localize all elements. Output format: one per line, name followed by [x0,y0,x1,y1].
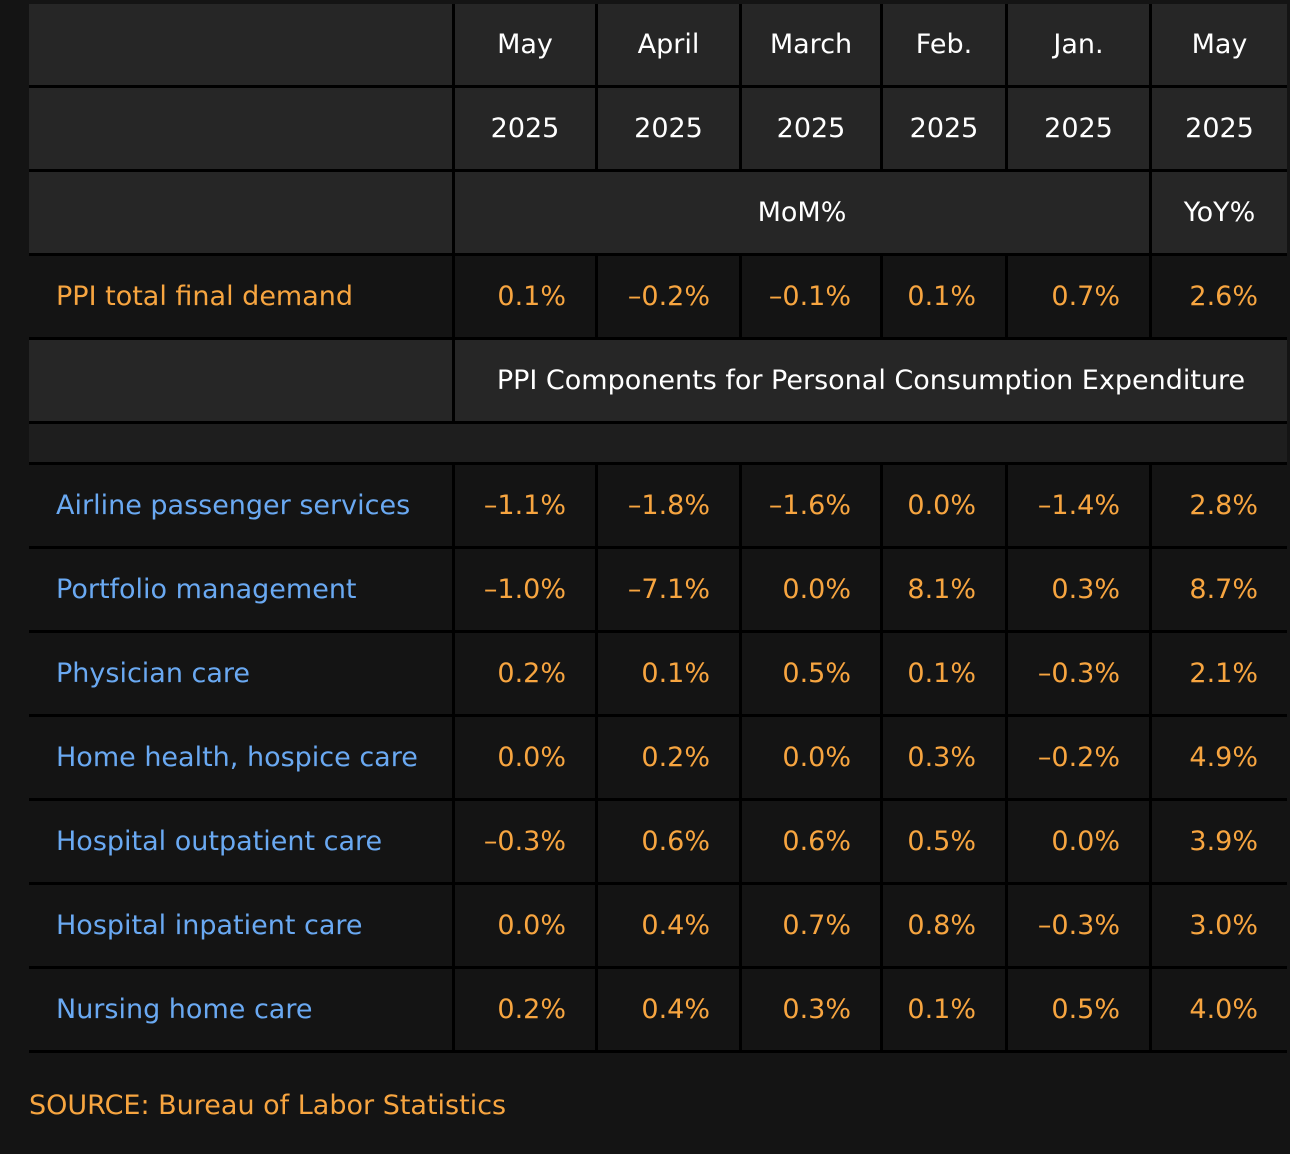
mom-label: MoM% [452,172,1149,253]
header-month: May [1149,4,1287,85]
row-label: Home health, hospice care [29,717,452,798]
value-cell: 0.3% [1005,549,1149,630]
value-cell: 2.8% [1149,465,1287,546]
header-month: March [739,4,880,85]
value-cell: 2.1% [1149,633,1287,714]
header-month: Feb. [880,4,1005,85]
value-cell: 3.9% [1149,801,1287,882]
value-cell: 0.3% [880,717,1005,798]
value-cell: 3.0% [1149,885,1287,966]
header-month: Jan. [1005,4,1149,85]
header-year: 2025 [452,88,595,169]
row-label: Physician care [29,633,452,714]
value-cell: 0.7% [1005,256,1149,337]
spacer-row [29,424,1287,465]
value-cell: 0.0% [739,717,880,798]
components-band: PPI Components for Personal Consumption … [29,340,1287,424]
value-cell: 0.6% [739,801,880,882]
value-cell: 0.5% [880,801,1005,882]
value-cell: –1.4% [1005,465,1149,546]
table-row: Hospital outpatient care –0.3% 0.6% 0.6% 0.5… [29,801,1287,885]
yoy-label: YoY% [1149,172,1287,253]
row-label: PPI total final demand [29,256,452,337]
row-label: Airline passenger services [29,465,452,546]
header-year: 2025 [595,88,739,169]
value-cell: –0.2% [1005,717,1149,798]
value-cell: 2.6% [1149,256,1287,337]
value-cell: –0.3% [452,801,595,882]
value-cell: 0.2% [452,633,595,714]
value-cell: –0.2% [595,256,739,337]
row-label: Portfolio management [29,549,452,630]
value-cell: 8.7% [1149,549,1287,630]
header-year: 2025 [1005,88,1149,169]
source-note: SOURCE: Bureau of Labor Statistics [29,1090,507,1121]
header-year: 2025 [739,88,880,169]
value-cell: 0.4% [595,885,739,966]
value-cell: 0.0% [739,549,880,630]
table-row: Home health, hospice care 0.0% 0.2% 0.0% 0.3… [29,717,1287,801]
table-row: Airline passenger services –1.1% –1.8% –1.6… [29,465,1287,549]
value-cell: 0.8% [880,885,1005,966]
header-corner [29,88,452,169]
value-cell: 0.0% [1005,801,1149,882]
band-corner [29,340,452,421]
table-row: Portfolio management –1.0% –7.1% 0.0% 8.1% 0.… [29,549,1287,633]
value-cell: 0.5% [739,633,880,714]
total-row: PPI total final demand 0.1% –0.2% –0.1% … [29,256,1287,340]
row-label: Hospital outpatient care [29,801,452,882]
value-cell: –0.3% [1005,633,1149,714]
value-cell: 0.3% [739,969,880,1050]
value-cell: 0.0% [452,717,595,798]
value-cell: –0.1% [739,256,880,337]
value-cell: 0.1% [880,256,1005,337]
row-label: Hospital inpatient care [29,885,452,966]
header-month: April [595,4,739,85]
value-cell: –7.1% [595,549,739,630]
value-cell: 0.1% [880,969,1005,1050]
header-row-months: May April March Feb. Jan. May [29,4,1287,88]
header-row-measure: MoM% YoY% [29,172,1287,256]
value-cell: 0.1% [595,633,739,714]
table-row: Hospital inpatient care 0.0% 0.4% 0.7% 0.8% –… [29,885,1287,969]
header-corner [29,172,452,253]
header-corner [29,4,452,85]
value-cell: 0.1% [880,633,1005,714]
value-cell: 0.0% [452,885,595,966]
value-cell: 0.2% [595,717,739,798]
header-year: 2025 [880,88,1005,169]
value-cell: 4.0% [1149,969,1287,1050]
row-label: Nursing home care [29,969,452,1050]
table-row: Nursing home care 0.2% 0.4% 0.3% 0.1% 0.5% 4.0… [29,969,1287,1053]
header-row-years: 2025 2025 2025 2025 2025 2025 [29,88,1287,172]
value-cell: 0.7% [739,885,880,966]
table-row: Physician care 0.2% 0.1% 0.5% 0.1% –0.3% 2.1% [29,633,1287,717]
components-label: PPI Components for Personal Consumption … [452,340,1287,421]
ppi-table: May April March Feb. Jan. May 2025 2025 … [29,4,1287,1053]
value-cell: –0.3% [1005,885,1149,966]
value-cell: –1.6% [739,465,880,546]
header-month: May [452,4,595,85]
value-cell: 0.1% [452,256,595,337]
value-cell: 0.6% [595,801,739,882]
value-cell: –1.1% [452,465,595,546]
value-cell: 4.9% [1149,717,1287,798]
value-cell: 0.0% [880,465,1005,546]
value-cell: –1.8% [595,465,739,546]
value-cell: –1.0% [452,549,595,630]
value-cell: 0.5% [1005,969,1149,1050]
value-cell: 8.1% [880,549,1005,630]
header-year: 2025 [1149,88,1287,169]
component-rows: Airline passenger services –1.1% –1.8% –1.6… [29,465,1287,1053]
value-cell: 0.4% [595,969,739,1050]
value-cell: 0.2% [452,969,595,1050]
